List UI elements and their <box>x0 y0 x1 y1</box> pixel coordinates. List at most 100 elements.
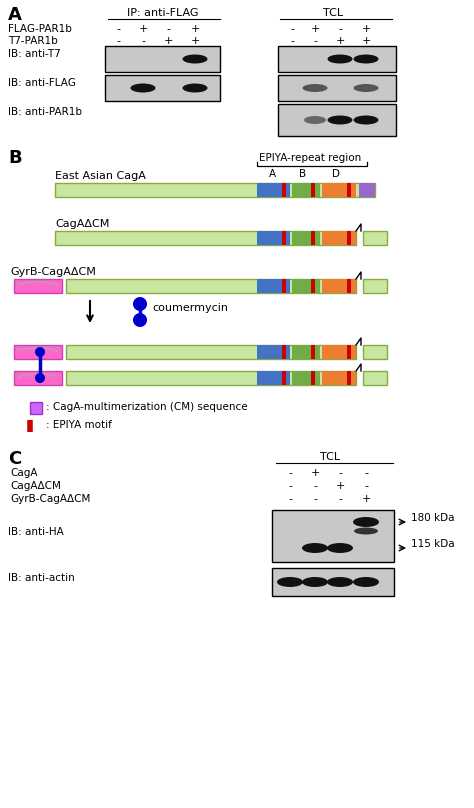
Bar <box>311 231 315 245</box>
Bar <box>66 371 356 385</box>
Text: -: - <box>313 36 317 46</box>
Text: D: D <box>332 169 340 179</box>
Text: -: - <box>364 468 368 478</box>
Text: CagA: CagA <box>10 468 37 478</box>
Bar <box>14 345 62 359</box>
Text: -: - <box>116 36 120 46</box>
Ellipse shape <box>302 84 328 92</box>
Bar <box>292 279 320 293</box>
Text: -: - <box>338 494 342 504</box>
Bar <box>282 279 286 293</box>
Text: East Asian CagA: East Asian CagA <box>55 171 146 181</box>
Text: -: - <box>313 481 317 491</box>
Bar <box>322 345 356 359</box>
Text: +: + <box>361 36 371 46</box>
Bar <box>292 345 320 359</box>
Bar <box>311 345 315 359</box>
Circle shape <box>35 373 45 383</box>
Bar <box>257 231 290 245</box>
Text: -: - <box>166 24 170 34</box>
Bar <box>282 183 286 197</box>
Text: IB: anti-FLAG: IB: anti-FLAG <box>8 78 76 88</box>
Text: A: A <box>8 6 22 24</box>
Bar <box>363 231 387 245</box>
Bar <box>292 371 320 385</box>
Circle shape <box>35 347 45 357</box>
Text: GyrB-CagAΔCM: GyrB-CagAΔCM <box>10 267 96 277</box>
Bar <box>311 279 315 293</box>
Text: IP: anti-FLAG: IP: anti-FLAG <box>127 8 199 18</box>
Ellipse shape <box>353 577 379 587</box>
Bar <box>359 183 375 197</box>
Bar <box>347 345 351 359</box>
Text: -: - <box>338 468 342 478</box>
Text: +: + <box>138 24 148 34</box>
Text: +: + <box>310 468 319 478</box>
Ellipse shape <box>354 54 379 64</box>
Bar <box>311 183 315 197</box>
Text: +: + <box>335 36 345 46</box>
Bar <box>282 371 286 385</box>
Bar <box>322 183 356 197</box>
Text: IB: anti-actin: IB: anti-actin <box>8 573 75 583</box>
Bar <box>278 46 396 72</box>
Ellipse shape <box>328 54 353 64</box>
Bar <box>347 183 351 197</box>
Bar <box>347 279 351 293</box>
Ellipse shape <box>182 83 208 92</box>
Text: -: - <box>116 24 120 34</box>
Ellipse shape <box>353 517 379 527</box>
Bar <box>311 371 315 385</box>
Bar <box>66 279 356 293</box>
Bar <box>292 183 320 197</box>
Bar <box>14 371 62 385</box>
Text: -: - <box>364 481 368 491</box>
Ellipse shape <box>302 543 328 553</box>
Bar <box>257 371 290 385</box>
Text: IB: anti-HA: IB: anti-HA <box>8 527 64 537</box>
Bar <box>30 402 42 414</box>
Text: 115 kDa: 115 kDa <box>411 539 455 549</box>
Ellipse shape <box>354 116 379 124</box>
Text: IB: anti-T7: IB: anti-T7 <box>8 49 61 59</box>
Bar <box>292 231 320 245</box>
Bar <box>282 345 286 359</box>
Text: -: - <box>313 494 317 504</box>
Text: -: - <box>290 24 294 34</box>
Text: CagAΔCM: CagAΔCM <box>10 481 61 491</box>
Text: : CagA-multimerization (CM) sequence: : CagA-multimerization (CM) sequence <box>46 402 247 412</box>
Bar <box>363 371 387 385</box>
Text: EPIYA-repeat region: EPIYA-repeat region <box>259 153 361 163</box>
Text: +: + <box>310 24 319 34</box>
Ellipse shape <box>182 54 208 64</box>
Text: T7-PAR1b: T7-PAR1b <box>8 36 58 46</box>
Ellipse shape <box>328 116 353 124</box>
Text: -: - <box>288 481 292 491</box>
Bar <box>347 231 351 245</box>
Text: +: + <box>191 24 200 34</box>
Text: +: + <box>191 36 200 46</box>
Ellipse shape <box>130 83 155 92</box>
Bar <box>257 345 290 359</box>
Bar <box>322 279 356 293</box>
Text: -: - <box>338 24 342 34</box>
Text: -: - <box>288 468 292 478</box>
Circle shape <box>133 297 147 311</box>
Text: C: C <box>8 450 21 468</box>
Text: TCL: TCL <box>320 452 340 462</box>
Bar <box>272 568 394 596</box>
Text: 180 kDa: 180 kDa <box>411 513 455 523</box>
Ellipse shape <box>302 577 328 587</box>
Circle shape <box>133 313 147 327</box>
Text: TCL: TCL <box>323 8 343 18</box>
Bar <box>14 279 62 293</box>
Bar <box>257 183 290 197</box>
Text: : EPIYA motif: : EPIYA motif <box>46 420 112 430</box>
Text: GyrB-CagAΔCM: GyrB-CagAΔCM <box>10 494 91 504</box>
Ellipse shape <box>304 116 326 124</box>
Bar <box>66 345 356 359</box>
Text: CagAΔCM: CagAΔCM <box>55 219 109 229</box>
Ellipse shape <box>354 528 378 535</box>
Ellipse shape <box>277 577 303 587</box>
Bar <box>278 104 396 136</box>
